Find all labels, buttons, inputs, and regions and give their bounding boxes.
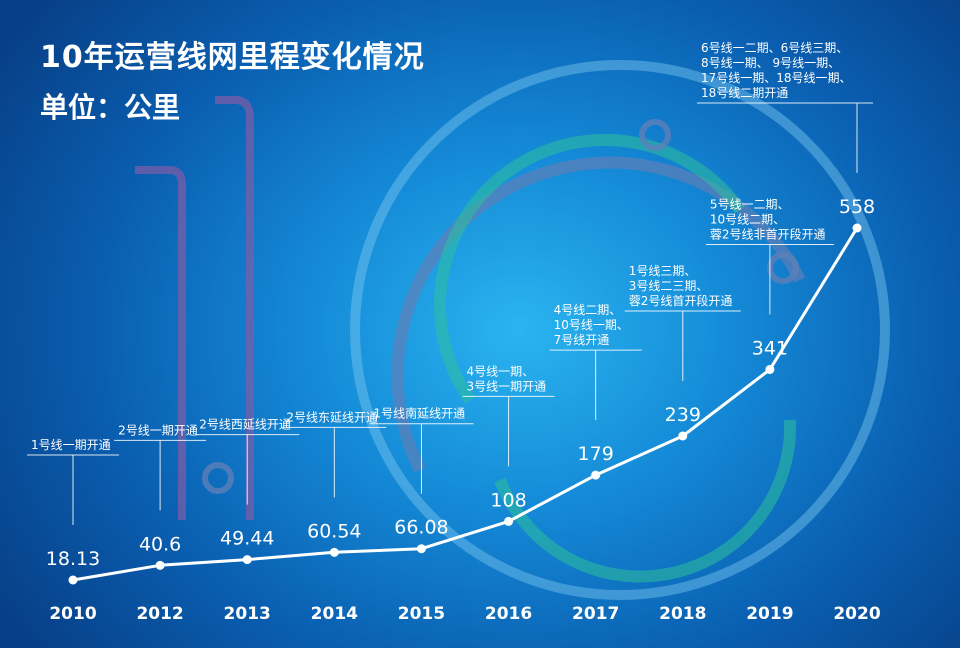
annotation-text: 3号线一期开通 (467, 379, 547, 393)
annotation-text: 8号线一期、 9号线一期、 (701, 56, 840, 70)
annotation-text: 2号线一期开通 (118, 423, 198, 437)
annotation-text: 10号线一期、 (554, 318, 629, 332)
value-labels: 18.13 40.6 49.44 60.54 66.08 108 179 239 341 558 (46, 196, 875, 570)
annotation-text: 3号线二三期、 (629, 279, 709, 293)
value-label: 558 (839, 196, 875, 218)
data-point (155, 560, 165, 570)
annotation: 1号线三期、3号线二三期、蓉2号线首开段开通 (624, 264, 741, 381)
annotation-text: 2号线东延线开通 (286, 410, 378, 424)
x-tick-label: 2018 (659, 604, 706, 624)
series (68, 223, 862, 585)
value-label: 49.44 (220, 528, 274, 550)
annotation-text: 17号线一期、18号线一期、 (701, 71, 852, 85)
data-point (242, 555, 252, 565)
annotation: 4号线一期、3号线一期开通 (462, 364, 555, 467)
annotation: 2号线东延线开通 (282, 410, 387, 498)
data-point (416, 544, 426, 554)
value-label: 108 (490, 489, 526, 511)
annotation: 4号线二期、10号线一期、7号线开通 (549, 303, 642, 421)
annotation-text: 7号线开通 (554, 333, 610, 347)
annotation-text: 6号线一二期、6号线三期、 (701, 41, 848, 55)
series-line (72, 227, 859, 582)
value-label: 239 (665, 404, 701, 426)
annotation-text: 5号线一二期、 (710, 197, 790, 211)
value-label: 60.54 (307, 520, 361, 542)
x-tick-label: 2017 (572, 604, 619, 624)
background-decoration (135, 60, 890, 600)
annotation: 1号线一期开通 (27, 438, 119, 525)
x-tick-label: 2016 (485, 604, 532, 624)
x-tick-label: 2014 (311, 604, 358, 624)
value-label: 18.13 (46, 548, 100, 570)
data-point (678, 431, 688, 441)
x-tick-label: 2019 (746, 604, 793, 624)
x-axis: 2010 2012 2013 2014 2015 2016 2017 2018 2019 2020 (49, 604, 880, 624)
annotation: 1号线南延线开通 (369, 406, 474, 494)
annotation-text: 蓉2号线首开段开通 (629, 293, 733, 308)
x-tick-label: 2013 (224, 604, 271, 624)
data-point (591, 470, 601, 480)
data-point (68, 575, 78, 585)
annotation-text: 1号线一期开通 (31, 438, 111, 452)
chart-title: 10年运营线网里程变化情况 (40, 40, 425, 75)
data-point (329, 547, 339, 557)
annotation-text: 18号线二期开通 (701, 86, 788, 100)
annotation-text: 1号线三期、 (629, 264, 697, 278)
data-point (765, 364, 775, 374)
data-point (852, 223, 862, 233)
value-label: 341 (752, 337, 788, 359)
data-point (504, 516, 514, 526)
annotation: 2号线西延线开通 (195, 418, 300, 505)
x-tick-label: 2012 (136, 604, 183, 624)
annotation-text: 4号线二期、 (554, 303, 622, 317)
unit-label: 单位：公里 (40, 91, 181, 124)
annotation: 2号线一期开通 (114, 423, 207, 511)
x-tick-label: 2020 (833, 604, 880, 624)
annotation-text: 1号线南延线开通 (373, 406, 465, 421)
annotation-text: 4号线一期、 (467, 364, 535, 378)
value-label: 40.6 (139, 533, 181, 555)
annotation-text: 2号线西延线开通 (199, 418, 291, 432)
annotation-text: 10号线二期、 (710, 212, 785, 226)
value-label: 66.08 (394, 517, 448, 539)
x-tick-label: 2010 (49, 604, 96, 624)
x-tick-label: 2015 (398, 604, 445, 624)
annotation-text: 蓉2号线非首开段开通 (710, 226, 826, 241)
value-label: 179 (578, 443, 614, 465)
annotation: 6号线一二期、6号线三期、8号线一期、 9号线一期、17号线一期、18号线一期、… (697, 41, 873, 173)
annotation: 5号线一二期、10号线二期、蓉2号线非首开段开通 (705, 197, 834, 315)
